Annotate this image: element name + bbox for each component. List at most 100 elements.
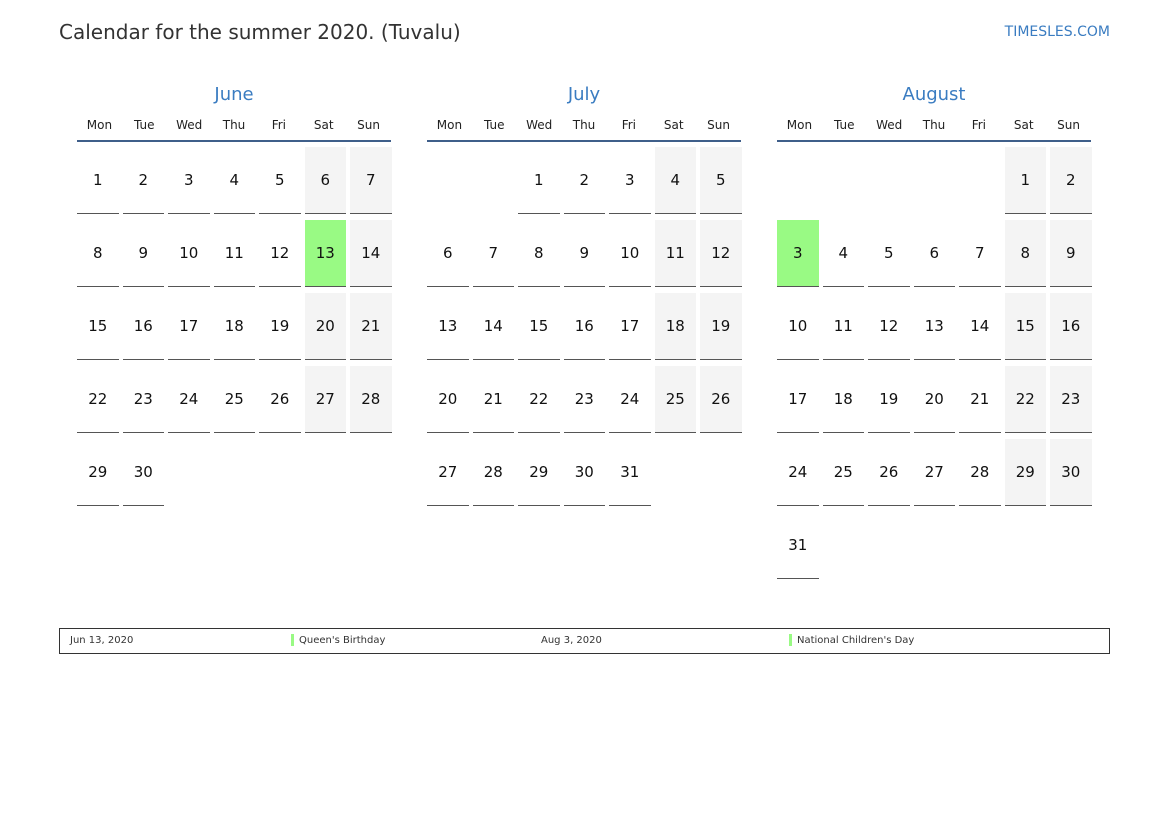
day-cell: 30: [563, 439, 605, 506]
day-cell: 20: [913, 366, 955, 433]
month-name: June: [214, 84, 254, 105]
day-cell: 23: [122, 366, 164, 433]
day-cell: 12: [700, 220, 742, 287]
month-june: June Mon Tue Wed Thu Fri Sat Sun 1 2 3 4 5 6 7 8 9 10 11 12…: [77, 84, 392, 506]
day-cell: 15: [518, 293, 560, 360]
legend-holiday: Queen's Birthday: [299, 635, 386, 646]
day-cell: 20: [427, 366, 469, 433]
day-cell: 29: [1004, 439, 1046, 506]
weekday-header: Mon Tue Wed Thu Fri Sat Sun: [427, 110, 741, 142]
weekday-label: Tue: [484, 118, 505, 132]
day-cell: 13: [913, 293, 955, 360]
month-august: August Mon Tue Wed Thu Fri Sat Sun 1 2 3 4 5 6 7 8 9 10 11…: [777, 84, 1092, 579]
day-cell: 2: [563, 147, 605, 214]
day-cell: 19: [868, 366, 910, 433]
day-cell: 9: [1050, 220, 1092, 287]
day-cell: 28: [350, 366, 392, 433]
weekday-label: Tue: [834, 118, 855, 132]
day-cell: 26: [700, 366, 742, 433]
day-cell: 22: [1004, 366, 1046, 433]
day-cell: 16: [122, 293, 164, 360]
day-cell: 1: [77, 147, 119, 214]
weekday-label: Mon: [86, 118, 113, 132]
day-cell-holiday: 13: [304, 220, 346, 287]
day-cell: 4: [822, 220, 864, 287]
day-cell: 18: [213, 293, 255, 360]
day-cell: 26: [868, 439, 910, 506]
weekday-label: Sat: [663, 118, 684, 132]
day-cell: 8: [77, 220, 119, 287]
day-cell: 7: [959, 220, 1001, 287]
weekday-label: Fri: [971, 118, 987, 132]
day-cell: 23: [563, 366, 605, 433]
day-cell: 16: [1050, 293, 1092, 360]
day-cell: 6: [913, 220, 955, 287]
legend-date: Jun 13, 2020: [70, 635, 134, 646]
day-cell: 12: [868, 293, 910, 360]
day-cell: 18: [822, 366, 864, 433]
day-cell: 21: [350, 293, 392, 360]
day-cell: 6: [304, 147, 346, 214]
day-cell: 7: [472, 220, 514, 287]
day-cell: 14: [350, 220, 392, 287]
day-cell: 15: [1004, 293, 1046, 360]
day-cell: 24: [777, 439, 819, 506]
weekday-label: Mon: [436, 118, 463, 132]
day-cell: 29: [518, 439, 560, 506]
weekday-label: Wed: [176, 118, 203, 132]
day-cell: 8: [518, 220, 560, 287]
day-cell: 5: [700, 147, 742, 214]
weekday-label: Sun: [357, 118, 380, 132]
day-cell: 14: [959, 293, 1001, 360]
day-cell: 19: [700, 293, 742, 360]
month-july: July Mon Tue Wed Thu Fri Sat Sun 1 2 3 4 5 6 7 8 9 10 11 12…: [427, 84, 742, 506]
day-cell: 31: [777, 512, 819, 579]
day-cell: 7: [350, 147, 392, 214]
day-cell: 2: [122, 147, 164, 214]
day-cell: 17: [609, 293, 651, 360]
day-cell: 12: [259, 220, 301, 287]
day-cell: 22: [77, 366, 119, 433]
day-cell: 11: [822, 293, 864, 360]
day-cell: 4: [654, 147, 696, 214]
month-name: August: [902, 84, 966, 105]
holiday-color-marker: [291, 634, 294, 646]
day-cell: 17: [777, 366, 819, 433]
day-cell: 11: [213, 220, 255, 287]
day-cell: 23: [1050, 366, 1092, 433]
holiday-legend: Jun 13, 2020 Queen's Birthday Aug 3, 202…: [59, 628, 1110, 654]
day-cell: 18: [654, 293, 696, 360]
day-cell: 31: [609, 439, 651, 506]
day-cell: 30: [1050, 439, 1092, 506]
weekday-label: Sun: [1057, 118, 1080, 132]
day-cell: 22: [518, 366, 560, 433]
day-cell: 3: [609, 147, 651, 214]
day-cell: 27: [304, 366, 346, 433]
day-cell: 13: [427, 293, 469, 360]
day-cell: 10: [168, 220, 210, 287]
weekday-label: Fri: [271, 118, 287, 132]
weekday-label: Sun: [707, 118, 730, 132]
day-cell: 27: [913, 439, 955, 506]
day-cell: 9: [563, 220, 605, 287]
day-cell: 15: [77, 293, 119, 360]
day-cell: 1: [1004, 147, 1046, 214]
day-cell: 17: [168, 293, 210, 360]
day-cell: 11: [654, 220, 696, 287]
day-cell: 14: [472, 293, 514, 360]
page-title: Calendar for the summer 2020. (Tuvalu): [59, 20, 461, 44]
day-cell: 3: [168, 147, 210, 214]
day-cell: 28: [472, 439, 514, 506]
day-cell: 25: [822, 439, 864, 506]
weekday-header: Mon Tue Wed Thu Fri Sat Sun: [777, 110, 1091, 142]
day-cell: 19: [259, 293, 301, 360]
legend-holiday: National Children's Day: [797, 635, 915, 646]
weekday-label: Wed: [876, 118, 903, 132]
day-cell: 21: [472, 366, 514, 433]
day-cell: 29: [77, 439, 119, 506]
day-cell: 2: [1050, 147, 1092, 214]
legend-date: Aug 3, 2020: [541, 635, 602, 646]
day-cell: 24: [168, 366, 210, 433]
day-cell: 10: [609, 220, 651, 287]
brand-link[interactable]: TIMESLES.COM: [1004, 24, 1110, 40]
